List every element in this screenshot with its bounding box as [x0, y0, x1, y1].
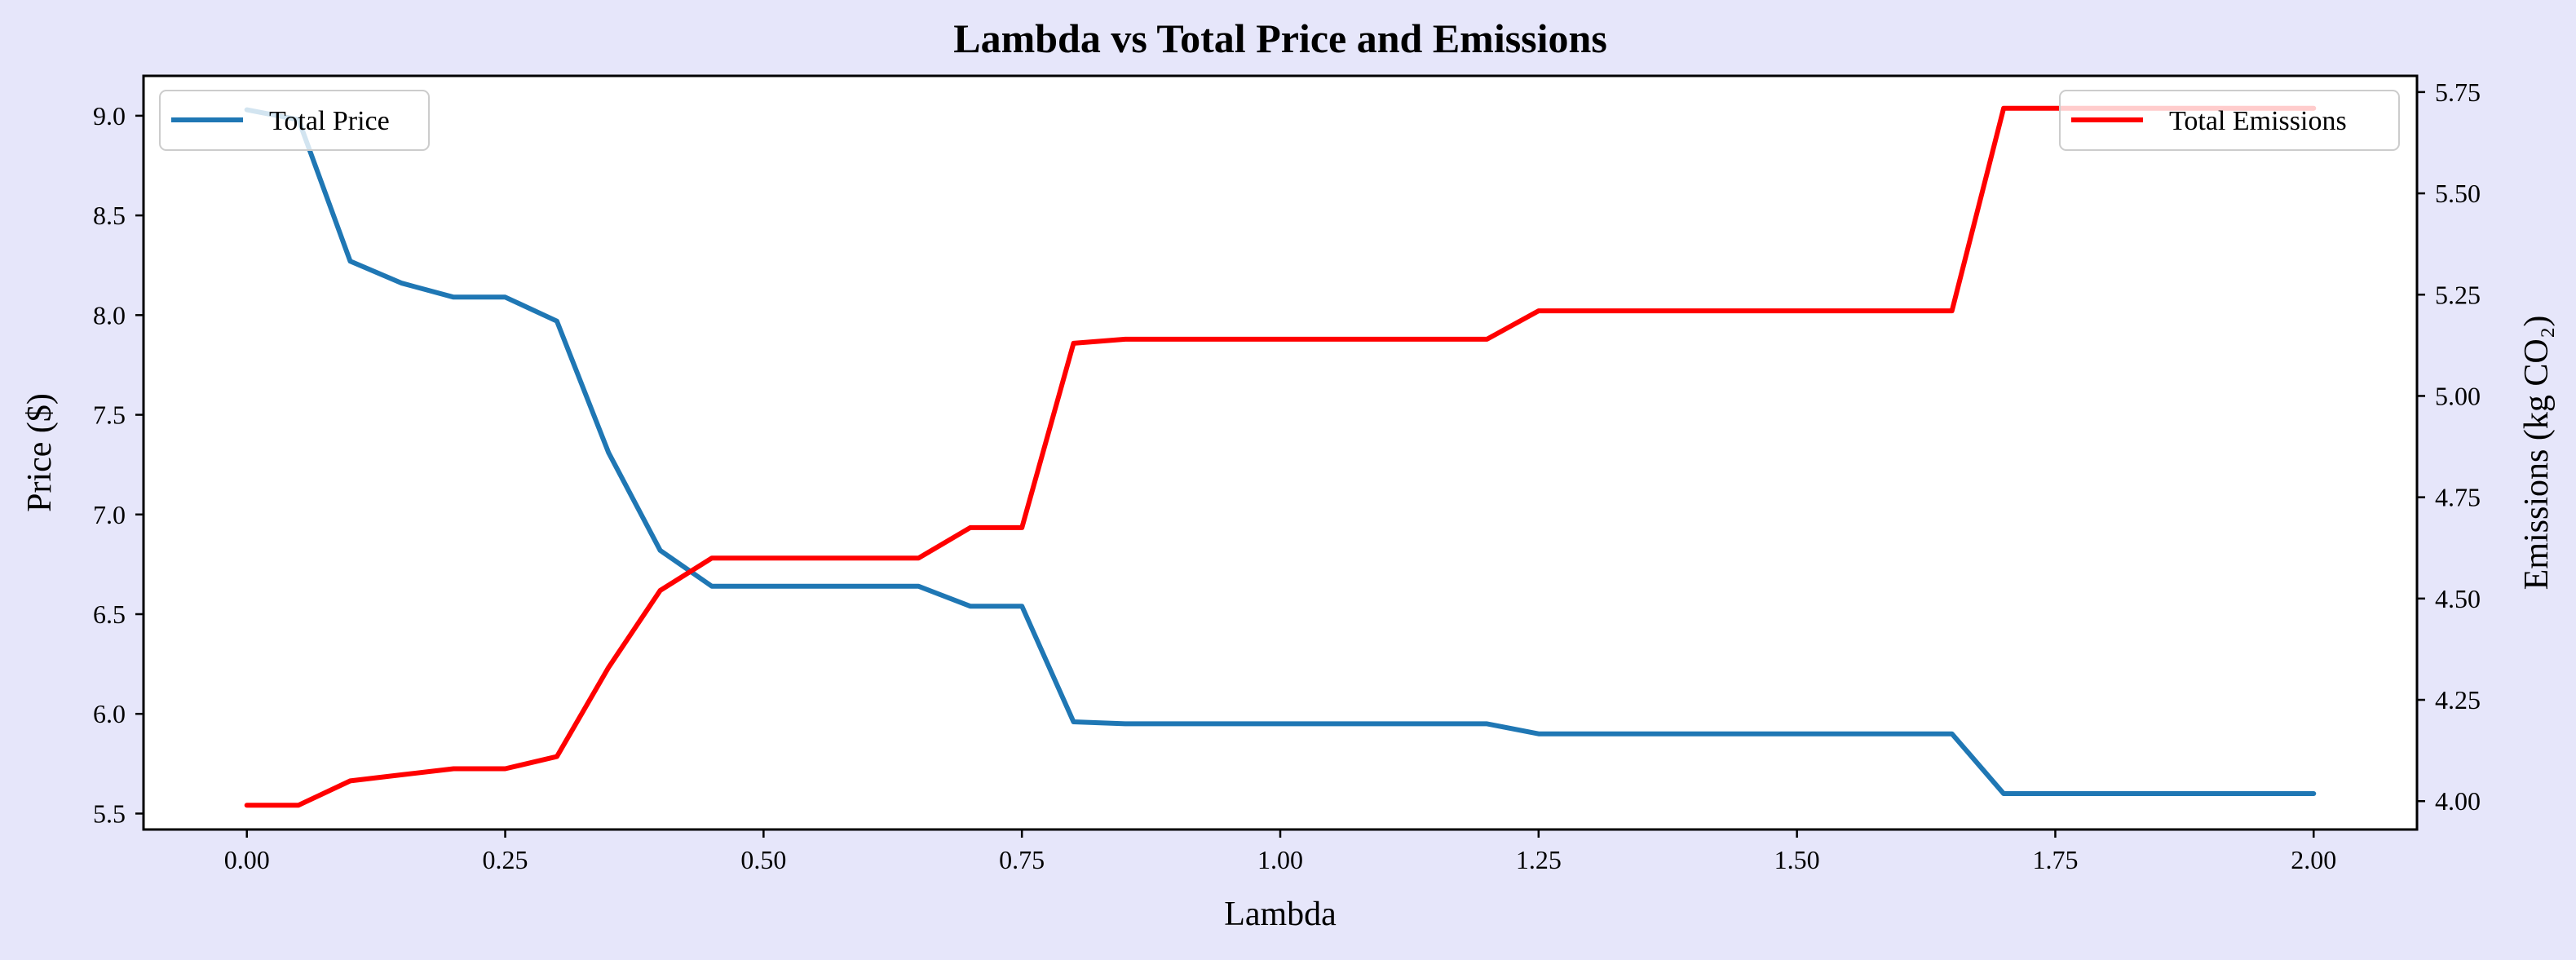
left-y-tick-label: 9.0: [93, 101, 126, 131]
left-y-tick-label: 6.0: [93, 699, 126, 728]
x-tick-label: 1.00: [1257, 845, 1303, 874]
x-tick-label: 0.75: [999, 845, 1045, 874]
right-y-tick-label: 5.75: [2435, 77, 2481, 107]
x-tick-label: 2.00: [2291, 845, 2336, 874]
plot-area: [144, 76, 2417, 829]
left-y-axis-ticks: 5.5 6.0 6.5 7.0 7.5 8.0 8.5 9.0: [93, 101, 144, 828]
left-y-tick-label: 7.5: [93, 400, 126, 430]
left-y-tick-label: 5.5: [93, 799, 126, 828]
legend-emissions-box: [2059, 90, 2400, 151]
series-line-price: [244, 107, 2317, 796]
right-y-tick-label: 4.00: [2435, 786, 2481, 816]
left-y-axis-label: Price ($): [21, 393, 59, 512]
legend-price: Total Price: [159, 90, 430, 151]
right-y-axis-ticks: 4.00 4.25 4.50 4.75 5.00 5.25 5.50 5.75: [2417, 77, 2481, 816]
series-layer: [244, 105, 2317, 808]
x-tick-label: 1.75: [2032, 845, 2078, 874]
x-tick-label: 0.25: [483, 845, 528, 874]
x-axis-ticks: 0.00 0.25 0.50 0.75 1.00 1.25 1.50 1.75 2.00: [224, 829, 2336, 874]
left-y-tick-label: 8.5: [93, 201, 126, 230]
legend-emissions: Total Emissions: [2059, 90, 2400, 151]
x-axis-label: Lambda: [1224, 896, 1337, 933]
left-y-tick-label: 8.0: [93, 300, 126, 330]
legend-price-box: [159, 90, 430, 151]
right-y-tick-label: 4.50: [2435, 584, 2481, 613]
right-y-tick-label: 5.50: [2435, 179, 2481, 208]
right-y-tick-label: 4.75: [2435, 483, 2481, 512]
left-y-tick-label: 7.0: [93, 500, 126, 529]
left-y-tick-label: 6.5: [93, 599, 126, 629]
series-line-emissions: [244, 105, 2317, 808]
right-y-axis-label: Emissions (kg CO₂): [2518, 316, 2556, 591]
right-y-tick-label: 5.00: [2435, 381, 2481, 410]
chart-title: Lambda vs Total Price and Emissions: [953, 15, 1607, 61]
x-tick-label: 1.50: [1774, 845, 1820, 874]
x-tick-label: 1.25: [1516, 845, 1562, 874]
legend-emissions-label: Total Emissions: [2169, 106, 2347, 136]
x-tick-label: 0.00: [224, 845, 270, 874]
legend-price-label: Total Price: [269, 106, 390, 136]
right-y-tick-label: 5.25: [2435, 280, 2481, 309]
right-y-tick-label: 4.25: [2435, 685, 2481, 714]
x-tick-label: 0.50: [740, 845, 786, 874]
